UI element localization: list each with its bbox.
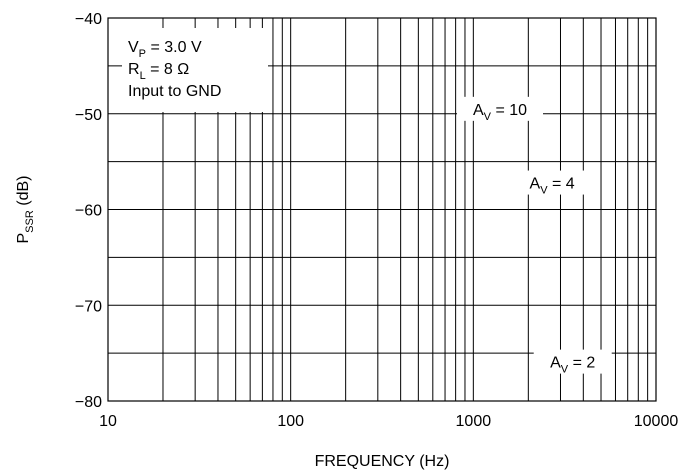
y-tick-label: −50 <box>75 107 102 124</box>
y-tick-label: −80 <box>75 394 102 411</box>
y-tick-label: −40 <box>75 11 102 28</box>
curve-label: AV = 2 <box>550 355 595 376</box>
curve-labels: AV = 10 AV = 4 AV = 2 <box>457 96 612 376</box>
y-axis-title-main: P <box>15 233 32 244</box>
condition-label: VP = 3.0 V <box>128 39 202 60</box>
x-tick-label: 1000 <box>456 413 492 430</box>
curve-label-background <box>533 349 612 374</box>
condition-label: RL = 8 Ω <box>128 61 189 82</box>
x-tick-labels: 10 100 1000 10000 <box>99 413 678 430</box>
y-tick-label: −70 <box>75 298 102 315</box>
curve-label: AV = 4 <box>530 176 575 197</box>
curve-label-background <box>513 170 592 195</box>
x-tick-label: 10 <box>99 413 117 430</box>
curve-label-background <box>457 96 544 121</box>
plot-frame <box>107 17 657 402</box>
x-tick-label: 100 <box>277 413 304 430</box>
condition-label: Input to GND <box>128 83 221 100</box>
y-axis-title-sub: SSR <box>24 210 36 233</box>
x-tick-label: 10000 <box>634 413 679 430</box>
y-tick-label: −60 <box>75 203 102 220</box>
curve-label: AV = 10 <box>473 102 527 123</box>
y-tick-labels: −80 −70 −60 −50 −40 <box>75 11 102 411</box>
conditions-background <box>122 28 268 112</box>
y-axis-title-rest: (dB) <box>15 176 32 211</box>
y-axis-title: PSSR (dB) <box>15 176 36 244</box>
x-axis-title: FREQUENCY (Hz) <box>315 453 450 470</box>
